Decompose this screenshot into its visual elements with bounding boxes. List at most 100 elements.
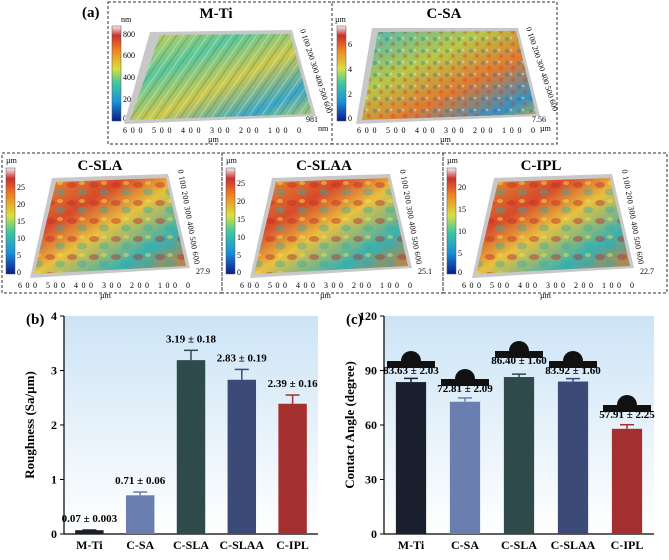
scale-tick: 5 bbox=[458, 249, 462, 258]
x-axis-ticks: 600 500 400 300 200 100 0 bbox=[18, 281, 190, 290]
y-tick-label: 4 bbox=[51, 309, 57, 323]
color-scale-bar bbox=[336, 25, 347, 122]
panel-a-surface-maps: (a) M-Ti nm 800 600 400 200 0 600 500 40… bbox=[1, 1, 668, 300]
droplet-shape bbox=[617, 395, 637, 405]
x-tick-label: C-SA bbox=[451, 538, 479, 552]
bar bbox=[503, 377, 535, 534]
x-tick-label: C-IPL bbox=[276, 538, 309, 552]
map-c-slaa: C-SLAA µm 25 20 15 10 5 0 600 500 400 30… bbox=[225, 156, 432, 300]
scale-tick: 20 bbox=[237, 197, 245, 206]
scale-tick: 20 bbox=[458, 183, 466, 192]
map-c-sla: C-SLA µm 25 20 15 10 5 0 600 500 400 300… bbox=[5, 156, 210, 300]
data-label: 2.83 ± 0.19 bbox=[217, 352, 268, 364]
scale-tick: 5 bbox=[237, 251, 241, 260]
y-axis-label: Roughness (Sa/µm) bbox=[22, 371, 37, 479]
droplet-icon bbox=[495, 341, 543, 358]
map-m-ti: M-Ti nm 800 600 400 200 0 600 500 400 30… bbox=[111, 6, 334, 144]
bar bbox=[395, 382, 427, 534]
scale-tick: 15 bbox=[17, 217, 25, 226]
scale-tick: 10 bbox=[237, 233, 245, 242]
color-scale-bar bbox=[111, 25, 122, 122]
scale-tick: 6 bbox=[348, 40, 352, 49]
scale-tick: 4 bbox=[348, 65, 352, 74]
droplet-substrate bbox=[495, 351, 543, 358]
map-title: C-IPL bbox=[521, 158, 562, 174]
x-tick-label: M-Ti bbox=[76, 538, 103, 552]
map-title: C-SA bbox=[426, 6, 461, 22]
droplet-substrate bbox=[549, 361, 597, 368]
map-title: M-Ti bbox=[199, 6, 232, 22]
y-axis-label: Contact Angle (degree) bbox=[342, 361, 357, 489]
bar bbox=[125, 495, 155, 534]
map-unit: µm bbox=[335, 15, 347, 24]
scale-tick: 200 bbox=[123, 95, 135, 104]
map-c-sa: C-SA µm 6 4 2 0 600 500 400 300 200 100 … bbox=[335, 6, 560, 144]
x-tick-label: C-SA bbox=[126, 538, 154, 552]
scale-tick: 0 bbox=[458, 268, 462, 277]
droplet-shape bbox=[401, 351, 421, 361]
map-unit: nm bbox=[121, 15, 132, 24]
droplet-substrate bbox=[441, 379, 489, 386]
scale-tick: 10 bbox=[17, 234, 25, 243]
scale-tick: 25 bbox=[237, 179, 245, 188]
scale-tick: 600 bbox=[123, 51, 135, 60]
droplet-icon bbox=[441, 369, 489, 386]
map-c-ipl: C-IPL µm 20 15 10 5 0 600 500 400 300 20… bbox=[446, 156, 654, 300]
scale-tick: 0 bbox=[237, 268, 241, 277]
x-axis-ticks: 600 500 400 300 200 100 0 bbox=[240, 281, 412, 290]
scale-tick: 0 bbox=[348, 114, 352, 123]
max-unit: µm bbox=[540, 124, 552, 133]
bar bbox=[557, 381, 589, 534]
droplet-shape bbox=[455, 369, 475, 379]
x-axis-unit: µm bbox=[440, 135, 452, 144]
y-tick-label: 1 bbox=[51, 473, 57, 487]
bar bbox=[75, 530, 104, 534]
bar bbox=[227, 379, 257, 534]
droplet-shape bbox=[509, 341, 529, 351]
x-axis-unit: µm bbox=[320, 291, 332, 300]
scale-tick: 0 bbox=[123, 114, 127, 123]
panel-a-label: (a) bbox=[82, 5, 100, 21]
max-unit: nm bbox=[318, 124, 329, 133]
max-value: 25.1 bbox=[418, 267, 432, 276]
x-tick-label: C-SLA bbox=[173, 538, 209, 552]
max-value: 981 bbox=[306, 115, 318, 124]
x-axis-ticks: 600 500 400 300 200 100 0 bbox=[462, 281, 634, 290]
y-tick-label: 120 bbox=[359, 309, 377, 323]
map-frame-c-sa bbox=[331, 1, 558, 145]
map-unit: µm bbox=[447, 156, 459, 165]
max-value: 22.7 bbox=[640, 267, 654, 276]
scale-tick: 15 bbox=[458, 205, 466, 214]
x-tick-label: C-SLAA bbox=[551, 538, 596, 552]
droplet-icon bbox=[603, 395, 651, 412]
bar bbox=[611, 428, 643, 534]
droplet-substrate bbox=[387, 361, 435, 368]
map-unit: µm bbox=[226, 156, 238, 165]
max-value: 7.56 bbox=[532, 115, 546, 124]
droplet-shape bbox=[563, 351, 583, 361]
droplet-substrate bbox=[603, 405, 651, 412]
scale-tick: 5 bbox=[17, 251, 21, 260]
droplet-icon bbox=[549, 351, 597, 368]
y-tick-label: 30 bbox=[365, 473, 377, 487]
x-axis-unit: µm bbox=[100, 291, 112, 300]
bar bbox=[449, 401, 481, 534]
x-tick-label: C-IPL bbox=[611, 538, 644, 552]
data-label: 0.71 ± 0.06 bbox=[115, 475, 166, 487]
color-scale-bar bbox=[446, 167, 457, 275]
panel-label: (c) bbox=[346, 312, 363, 328]
data-label: 0.07 ± 0.003 bbox=[62, 513, 118, 525]
x-axis-ticks: 600 500 400 300 200 100 0 bbox=[123, 126, 301, 135]
scale-tick: 800 bbox=[123, 30, 135, 39]
map-unit: µm bbox=[6, 156, 18, 165]
x-tick-label: C-SLA bbox=[501, 538, 537, 552]
x-axis-unit: µm bbox=[540, 291, 552, 300]
y-tick-label: 2 bbox=[51, 418, 57, 432]
bar bbox=[176, 360, 206, 534]
droplet-icon bbox=[387, 351, 435, 368]
max-value: 27.9 bbox=[196, 267, 210, 276]
scale-tick: 400 bbox=[123, 73, 135, 82]
y-tick-label: 0 bbox=[371, 527, 377, 541]
